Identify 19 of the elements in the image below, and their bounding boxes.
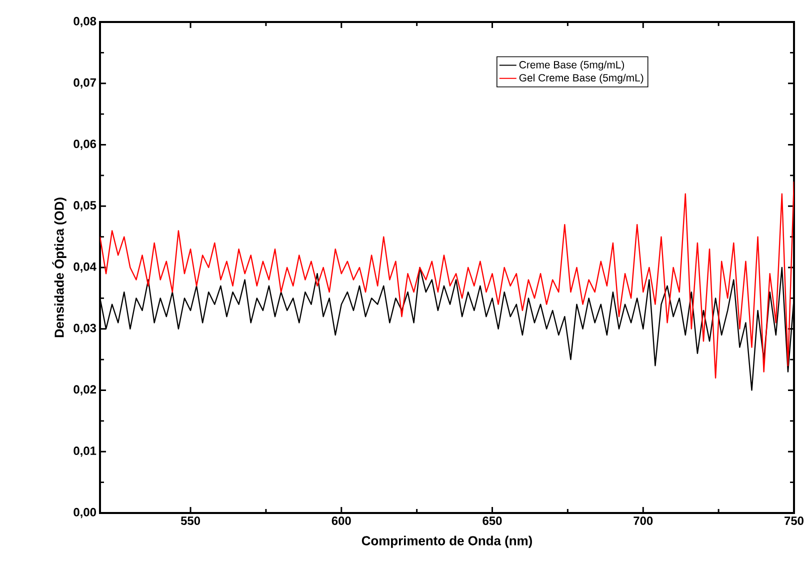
y-tick-label: 0,03: [74, 324, 96, 334]
y-axis-title: Densidade Óptica (OD): [52, 198, 66, 338]
x-tick-label: 600: [332, 516, 351, 525]
y-tick-label: 0,07: [74, 78, 96, 88]
legend-label: Gel Creme Base (5mg/mL): [519, 74, 644, 84]
x-tick-label: 550: [180, 516, 200, 525]
x-tick-label: 650: [482, 516, 502, 525]
y-tick-label: 0,04: [74, 262, 96, 273]
y-tick-label: 0,05: [74, 201, 96, 212]
y-tick-label: 0,01: [74, 446, 96, 457]
x-axis-title: Comprimento de Onda (nm): [362, 536, 532, 548]
x-tick-label: 750: [784, 516, 804, 525]
x-tick-label: 700: [634, 516, 653, 525]
line-series: [100, 180, 794, 379]
y-tick-label: 0,06: [74, 140, 96, 150]
y-tick-label: 0,02: [74, 385, 96, 396]
y-tick-label: 0,08: [74, 16, 96, 28]
y-tick-label: 0,00: [74, 508, 96, 518]
legend-label: Creme Base (5mg/mL): [519, 60, 624, 71]
